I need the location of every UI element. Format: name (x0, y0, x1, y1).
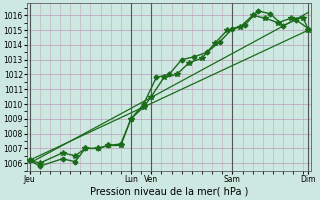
X-axis label: Pression niveau de la mer( hPa ): Pression niveau de la mer( hPa ) (90, 187, 248, 197)
